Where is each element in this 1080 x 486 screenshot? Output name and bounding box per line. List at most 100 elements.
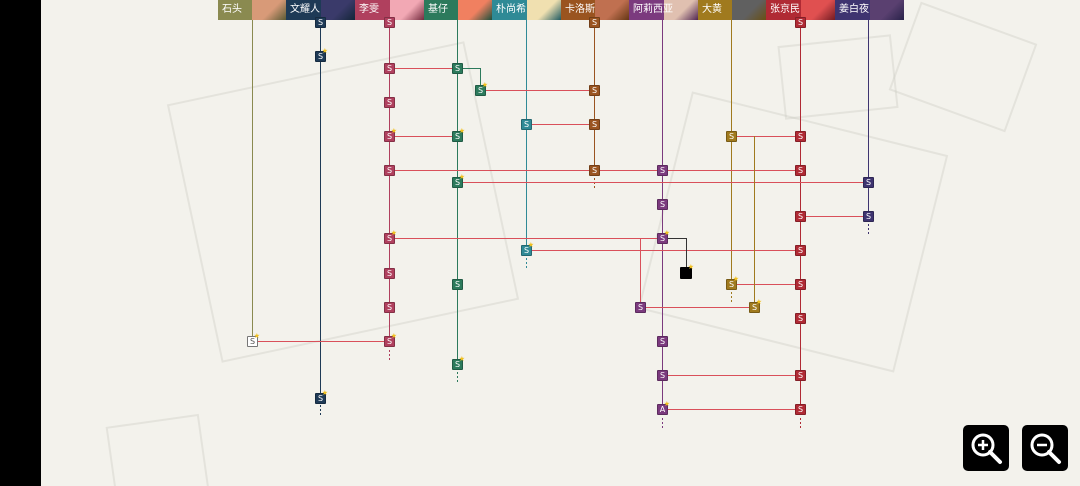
character-name: 卡洛斯 (565, 4, 595, 15)
route-node[interactable]: S (795, 211, 806, 222)
connection-line (800, 216, 868, 217)
character-portrait (252, 0, 286, 20)
route-node[interactable]: S ★ (749, 299, 762, 313)
route-node[interactable]: S ★ (475, 81, 488, 96)
route-node[interactable]: S (635, 302, 646, 313)
route-node[interactable]: S ★ (452, 128, 465, 142)
route-node[interactable]: S (589, 119, 600, 130)
route-line (662, 20, 663, 409)
character-tab[interactable]: 文耀人 (286, 0, 355, 20)
zoom-out-icon (1030, 433, 1061, 464)
character-name: 大黄 (702, 4, 722, 15)
background-deco-shape (888, 1, 1038, 133)
route-node[interactable]: S ★ (726, 276, 739, 290)
connection-line (252, 341, 389, 342)
route-node[interactable]: S (657, 199, 668, 210)
route-node[interactable]: S (521, 119, 532, 130)
background-deco-shape (166, 41, 520, 363)
route-node[interactable]: S (795, 370, 806, 381)
route-continuation (731, 292, 732, 302)
route-node[interactable]: S ★ (384, 332, 397, 347)
route-continuation (389, 350, 390, 360)
route-node[interactable]: S (863, 211, 874, 222)
route-node[interactable]: S (452, 63, 463, 74)
route-node[interactable]: S ★ (315, 48, 328, 62)
star-icon: ★ (253, 332, 260, 340)
star-icon: ★ (663, 229, 670, 237)
character-tab[interactable]: 基仔 (424, 0, 492, 20)
route-continuation (868, 224, 869, 234)
route-node[interactable]: S (795, 131, 806, 142)
character-portrait (390, 0, 424, 20)
route-node[interactable]: S (384, 268, 395, 279)
route-node[interactable]: S (589, 85, 600, 96)
character-tab[interactable]: 姜白夜 (835, 0, 904, 20)
character-portrait (458, 0, 492, 20)
character-tab[interactable]: 石头 (218, 0, 286, 20)
route-node-white[interactable]: S ★ (247, 332, 260, 347)
connection-line (662, 238, 686, 239)
locked-node[interactable]: ★ (680, 263, 694, 279)
zoom-in-icon (971, 433, 1002, 464)
route-node[interactable]: S (863, 177, 874, 188)
character-name: 姜白夜 (839, 4, 869, 15)
route-line (389, 20, 390, 341)
route-node[interactable]: S (589, 165, 600, 176)
character-tab[interactable]: 李雯 (355, 0, 424, 20)
route-node[interactable]: S (384, 302, 395, 313)
star-icon: ★ (390, 229, 397, 237)
route-node[interactable]: S ★ (384, 229, 397, 244)
route-node[interactable]: S (384, 97, 395, 108)
route-node[interactable]: S (726, 131, 737, 142)
character-tab[interactable]: 卡洛斯 (561, 0, 629, 20)
character-tab[interactable]: 大黄 (698, 0, 766, 20)
character-name: 李雯 (359, 4, 379, 15)
route-line (480, 68, 481, 90)
route-node[interactable]: S (384, 165, 395, 176)
character-portrait (732, 0, 766, 20)
route-node[interactable]: S (795, 165, 806, 176)
character-name: 张京民 (770, 4, 800, 15)
route-node-a[interactable]: A ★ (657, 401, 670, 415)
route-line (686, 238, 687, 272)
character-name: 石头 (222, 4, 242, 15)
route-continuation (800, 418, 801, 428)
zoom-in-button[interactable] (963, 425, 1009, 471)
character-portrait (527, 0, 561, 20)
star-icon: ★ (481, 81, 488, 89)
character-tab[interactable]: 张京民 (766, 0, 835, 20)
zoom-out-button[interactable] (1022, 425, 1068, 471)
star-icon: ★ (687, 263, 694, 271)
character-tab[interactable]: 朴尚希 (492, 0, 561, 20)
star-icon: ★ (390, 332, 397, 340)
star-icon: ★ (321, 389, 328, 397)
character-portrait (664, 0, 698, 20)
route-node[interactable]: S ★ (657, 229, 670, 244)
route-map-board[interactable] (41, 0, 1080, 486)
connection-line (389, 136, 457, 137)
route-node[interactable]: S (795, 404, 806, 415)
connection-line (389, 68, 457, 69)
route-node[interactable]: S (452, 279, 463, 290)
character-name: 基仔 (428, 4, 448, 15)
route-node[interactable]: S ★ (452, 174, 465, 188)
route-node[interactable]: S (657, 370, 668, 381)
route-node[interactable]: S (795, 279, 806, 290)
route-node[interactable]: S (657, 336, 668, 347)
character-tab[interactable]: 阿莉西亚 (629, 0, 698, 20)
route-node[interactable]: S (795, 245, 806, 256)
route-node[interactable]: S ★ (384, 128, 397, 142)
route-node[interactable]: S (384, 63, 395, 74)
route-node[interactable]: S (589, 17, 600, 28)
connection-line (526, 250, 800, 251)
route-node[interactable]: S ★ (315, 389, 328, 404)
route-node[interactable]: S (384, 17, 395, 28)
route-node[interactable]: S ★ (452, 355, 465, 370)
route-continuation (662, 418, 663, 428)
route-node[interactable]: S (315, 17, 326, 28)
route-node[interactable]: S (795, 17, 806, 28)
route-node[interactable]: S ★ (521, 242, 534, 256)
star-icon: ★ (458, 355, 465, 363)
route-node[interactable]: S (657, 165, 668, 176)
route-node[interactable]: S (795, 313, 806, 324)
